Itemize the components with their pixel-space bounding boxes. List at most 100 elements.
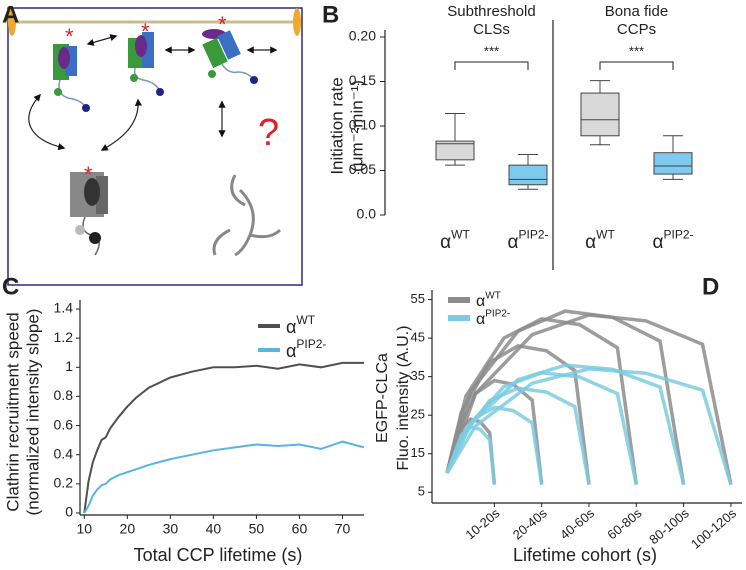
line (83, 440, 365, 514)
panel-letter: A (2, 1, 19, 28)
x-tick-label: 10-20s (462, 505, 502, 542)
significance-bracket (599, 61, 674, 70)
x-tick-label: 30 (163, 521, 179, 537)
complex-3 (202, 29, 258, 84)
y-tick-label: 35 (411, 368, 425, 383)
panel-letter: C (2, 273, 19, 300)
marker: * (218, 12, 227, 37)
y-tick-label: 0.4 (54, 445, 74, 461)
x-tick-label: 20-40s (510, 505, 550, 542)
legend-label-base: α (476, 293, 485, 310)
x-tick-label-base: α (653, 232, 664, 253)
box (508, 164, 548, 186)
complex-2 (128, 32, 164, 96)
x-tick-label: 50 (249, 521, 265, 537)
y-tick-label: 55 (411, 291, 425, 306)
x-tick-label-sup: PIP2- (663, 228, 693, 242)
y-tick-label: 0.20 (349, 28, 376, 44)
disordered-protein (212, 174, 282, 257)
x-tick-label: αWT (585, 228, 615, 253)
x-tick-label: 60-80s (604, 505, 644, 542)
membrane-end (8, 8, 16, 36)
y-axis-label: (normalized intensity slope) (23, 309, 42, 516)
x-tick-label-sup: WT (596, 228, 615, 242)
x-tick-label: 80-100s (646, 505, 692, 547)
x-tick-label: 40 (206, 521, 222, 537)
panel-letter: D (702, 273, 719, 300)
legend-label-sup: WT (296, 313, 315, 327)
y-tick-label: 0.0 (357, 206, 377, 222)
y-tick-label: 5 (418, 484, 425, 499)
cohort-line (445, 309, 686, 485)
complex-1 (53, 44, 90, 112)
marker: * (65, 24, 74, 49)
y-tick-label: 0.6 (54, 416, 74, 432)
legend-label-sup: WT (485, 290, 501, 301)
x-axis-label: Total CCP lifetime (s) (134, 545, 303, 565)
y-tick-label: 15 (411, 445, 425, 460)
legend-label-base: α (286, 317, 296, 337)
arrow (100, 98, 143, 151)
y-tick-label: 45 (411, 330, 425, 345)
x-tick-label: αPIP2- (508, 228, 549, 253)
group-title: CCPs (617, 21, 656, 38)
x-tick-label: 70 (335, 521, 351, 537)
x-axis-label: Lifetime cohort (s) (513, 545, 657, 565)
x-tick-label: 20 (120, 521, 136, 537)
x-tick-label: αPIP2- (653, 228, 694, 253)
x-tick-label-sup: WT (451, 228, 470, 242)
cohort-line (445, 316, 639, 485)
group-title: CLSs (473, 21, 510, 38)
x-tick-label-base: α (585, 232, 596, 253)
x-tick-label-sup: PIP2- (518, 228, 548, 242)
arrow (86, 34, 118, 46)
y-tick-label: 0.05 (349, 161, 376, 177)
y-tick-label: 1.4 (54, 300, 74, 316)
y-axis-label: EGFP-CLCa (374, 353, 391, 443)
membrane-end (293, 8, 301, 36)
legend-label-base: α (286, 341, 296, 361)
question-mark: ? (258, 112, 279, 154)
x-tick-label: 10 (77, 521, 93, 537)
diagram-frame (7, 7, 303, 286)
legend-label-sup: PIP2- (296, 337, 326, 351)
legend-label: αPIP2- (476, 308, 510, 328)
marker: * (141, 19, 150, 44)
y-tick-label: 0.2 (54, 475, 74, 491)
y-tick-label: 25 (411, 407, 425, 422)
significance: *** (484, 43, 499, 58)
cohort-line (445, 367, 733, 486)
y-axis-label: Initiation rate (327, 77, 346, 174)
y-tick-label: 1 (65, 358, 73, 374)
legend-label: αWT (286, 313, 316, 337)
x-tick-label-base: α (440, 232, 451, 253)
legend-label: αWT (476, 290, 501, 310)
diagram: * * * * ? (7, 7, 303, 286)
legend-label-sup: PIP2- (485, 308, 510, 319)
y-tick-label: 1.2 (54, 329, 74, 345)
box (580, 92, 620, 137)
cohort-line (445, 363, 686, 486)
y-axis-label: Clathrin recruitment speed (3, 312, 22, 511)
box (653, 152, 693, 175)
group-title: Subthreshold (447, 3, 535, 20)
panel-letter: B (322, 1, 339, 28)
y-tick-label: 0.10 (349, 117, 376, 133)
complex-4 (70, 172, 108, 256)
y-axis-label: (μm⁻²min⁻¹) (347, 80, 366, 172)
y-axis-label: Fluo. intensity (A.U.) (395, 326, 412, 471)
line (83, 361, 364, 514)
x-tick-label: 100-120s (688, 505, 740, 552)
significance: *** (629, 43, 644, 58)
box (435, 140, 475, 161)
arrow (28, 93, 66, 151)
x-tick-label: αWT (440, 228, 470, 253)
cohort-line (445, 313, 733, 485)
x-tick-label: 40-60s (557, 505, 597, 542)
y-tick-label: 0 (65, 504, 73, 520)
x-tick-label-base: α (508, 232, 519, 253)
marker: * (84, 162, 93, 187)
group-title: Bona fide (605, 3, 668, 20)
y-tick-label: 0.8 (54, 387, 74, 403)
